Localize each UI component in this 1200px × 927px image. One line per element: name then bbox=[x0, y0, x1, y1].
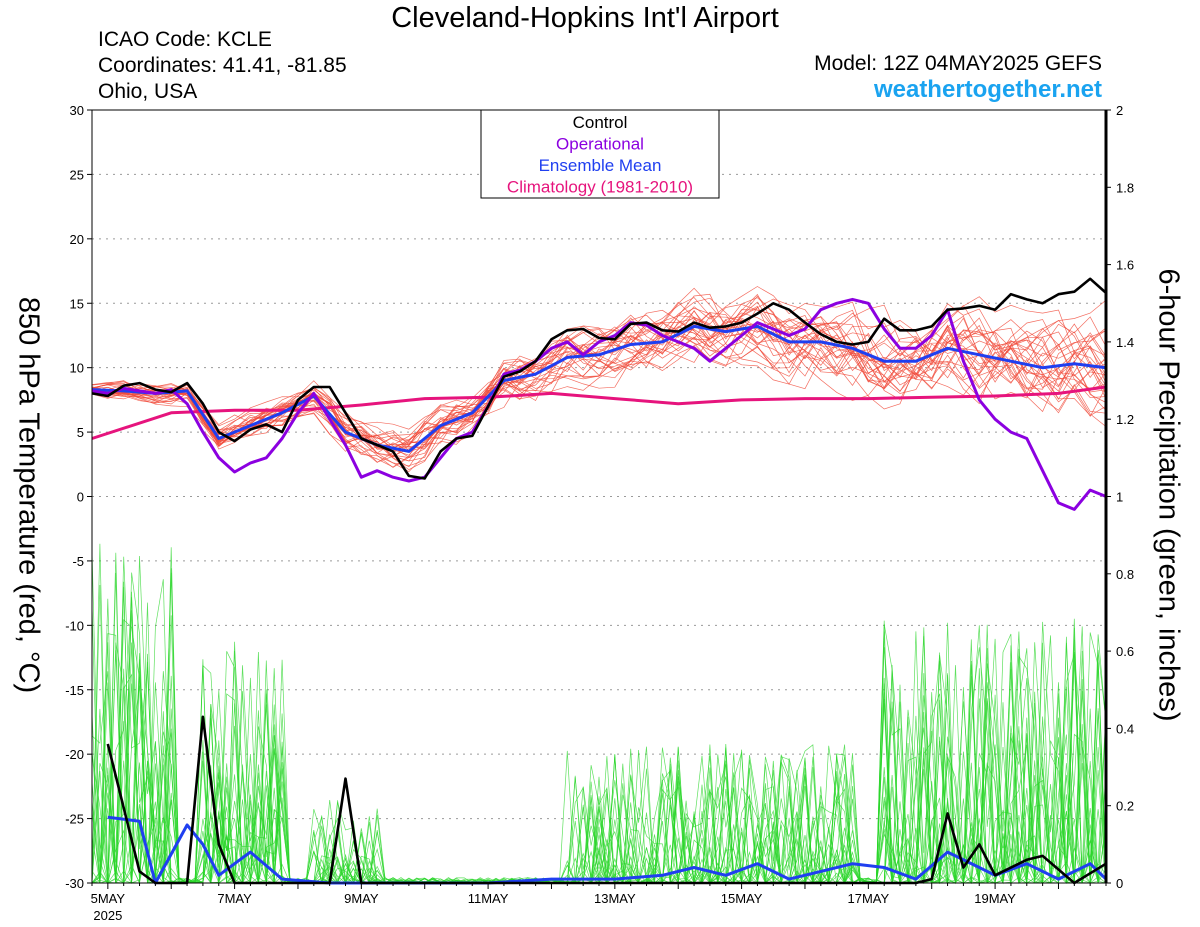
y2-tick-label: 1.4 bbox=[1116, 335, 1134, 350]
y2-tick-label: 0.4 bbox=[1116, 721, 1134, 736]
legend: Control Operational Ensemble Mean Climatolo… bbox=[480, 109, 720, 199]
y-tick-label: 5 bbox=[77, 425, 84, 440]
x-tick-label: 17MAY bbox=[848, 891, 890, 906]
y-tick-label: 15 bbox=[70, 296, 84, 311]
x-tick-label: 13MAY bbox=[594, 891, 636, 906]
legend-climatology: Climatology (1981-2010) bbox=[507, 178, 693, 197]
x-tick-label: 7MAY bbox=[217, 891, 252, 906]
control-temperature-line bbox=[91, 277, 1107, 480]
coordinates: Coordinates: 41.41, -81.85 bbox=[98, 54, 347, 77]
ensemble-mean-temperature-line bbox=[91, 324, 1107, 453]
ensemble-members bbox=[91, 286, 1107, 885]
y-tick-label: -15 bbox=[65, 683, 84, 698]
y2-tick-label: 0.2 bbox=[1116, 799, 1134, 814]
temperature-member-line bbox=[91, 296, 1107, 468]
precipitation-member-line bbox=[91, 572, 1107, 885]
y2-tick-label: 1 bbox=[1116, 490, 1123, 505]
temperature-member-line bbox=[91, 298, 1107, 467]
y-tick-label: -20 bbox=[65, 747, 84, 762]
y-tick-label: -25 bbox=[65, 812, 84, 827]
temperature-member-line bbox=[91, 297, 1107, 446]
region: Ohio, USA bbox=[98, 80, 198, 103]
chart-title: Cleveland-Hopkins Int'l Airport bbox=[391, 2, 779, 34]
y2-tick-label: 1.6 bbox=[1116, 258, 1134, 273]
y-tick-label: 0 bbox=[77, 490, 84, 505]
y-tick-label: 20 bbox=[70, 232, 84, 247]
y2-tick-label: 0 bbox=[1116, 876, 1123, 891]
precipitation-member-line bbox=[91, 633, 1107, 885]
x-tick-label: 5MAY bbox=[91, 891, 126, 906]
y2-tick-label: 1.8 bbox=[1116, 180, 1134, 195]
y-tick-label: 30 bbox=[70, 103, 84, 118]
temperature-member-line bbox=[91, 309, 1107, 449]
x-tick-label: 19MAY bbox=[974, 891, 1016, 906]
temperature-member-line bbox=[91, 293, 1107, 454]
temperature-member-line bbox=[91, 295, 1107, 462]
x-tick-label: 11MAY bbox=[468, 891, 509, 906]
temperature-member-line bbox=[91, 326, 1107, 473]
legend-operational: Operational bbox=[556, 135, 644, 154]
x-tick-label: 15MAY bbox=[721, 891, 763, 906]
precipitation-member-line bbox=[91, 626, 1107, 885]
y2-tick-label: 2 bbox=[1116, 103, 1123, 118]
precipitation-member-line bbox=[92, 597, 1106, 884]
operational-temperature-line bbox=[91, 297, 1107, 511]
y-tick-label: -5 bbox=[72, 554, 84, 569]
y-tick-label: -30 bbox=[65, 876, 84, 891]
climatology-temperature-line bbox=[91, 385, 1107, 440]
y2-tick-label: 1.2 bbox=[1116, 412, 1134, 427]
y-tick-label: 10 bbox=[70, 361, 84, 376]
y-tick-label: -10 bbox=[65, 618, 84, 633]
precipitation-member-line bbox=[92, 660, 1107, 885]
website-label: weathertogether.net bbox=[873, 76, 1102, 103]
temperature-member-line bbox=[91, 319, 1107, 443]
axes: 302520151050-5-10-15-20-25-3021.81.61.41… bbox=[65, 103, 1134, 923]
y-tick-label: 25 bbox=[70, 167, 84, 182]
legend-ensemble-mean: Ensemble Mean bbox=[539, 156, 662, 175]
y2-tick-label: 0.8 bbox=[1116, 567, 1134, 582]
icao-code: ICAO Code: KCLE bbox=[98, 28, 272, 51]
x-tick-year-label: 2025 bbox=[93, 908, 122, 923]
precipitation-member-line bbox=[91, 631, 1107, 885]
temperature-member-line bbox=[91, 329, 1107, 456]
model-run: Model: 12Z 04MAY2025 GEFS bbox=[814, 52, 1102, 75]
y2-tick-label: 0.6 bbox=[1116, 644, 1134, 659]
temperature-member-line bbox=[91, 303, 1107, 446]
temperature-member-line bbox=[91, 306, 1107, 458]
x-tick-label: 9MAY bbox=[344, 891, 379, 906]
legend-box bbox=[480, 109, 720, 199]
ensemble-mean-precipitation-line bbox=[107, 815, 1108, 885]
legend-control: Control bbox=[573, 113, 628, 132]
